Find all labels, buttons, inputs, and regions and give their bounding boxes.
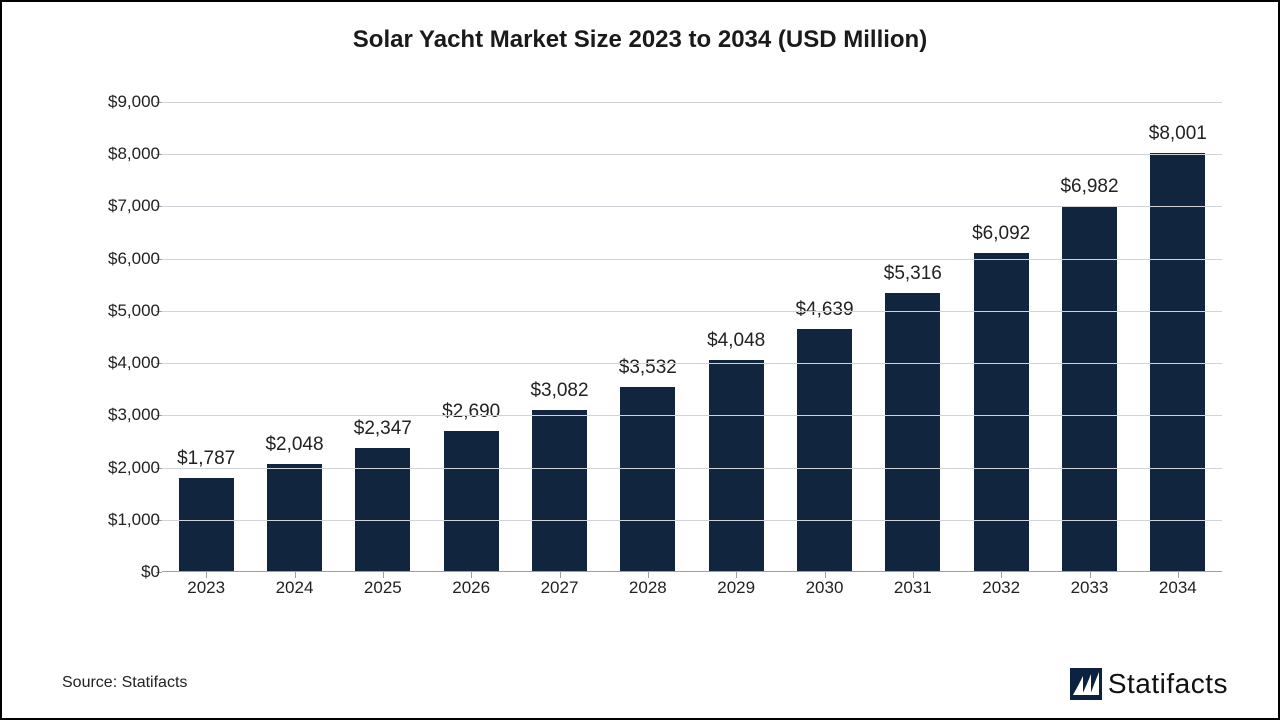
xtick-label: 2027: [510, 578, 610, 598]
xtick-label: 2031: [863, 578, 963, 598]
gridline: [162, 259, 1222, 260]
ytick-label: $9,000: [90, 92, 160, 112]
bar-value-label: $4,048: [676, 330, 796, 352]
xtick-label: 2023: [156, 578, 256, 598]
bar: [709, 360, 764, 571]
source-text: Source: Statifacts: [62, 674, 187, 692]
gridline: [162, 154, 1222, 155]
xtick-label: 2030: [775, 578, 875, 598]
bar-value-label: $4,639: [765, 299, 885, 321]
xtick-label: 2034: [1128, 578, 1228, 598]
xtick-label: 2032: [951, 578, 1051, 598]
xtick-label: 2028: [598, 578, 698, 598]
brand: Statifacts: [1070, 668, 1228, 700]
bar-value-label: $5,316: [853, 263, 973, 285]
y-axis-line: [162, 102, 163, 572]
gridline: [162, 415, 1222, 416]
gridline: [162, 102, 1222, 103]
gridline: [162, 468, 1222, 469]
gridline: [162, 363, 1222, 364]
chart-frame: Solar Yacht Market Size 2023 to 2034 (US…: [0, 0, 1280, 720]
bars-container: $1,787$2,048$2,347$2,690$3,082$3,532$4,0…: [162, 102, 1222, 571]
ytick-label: $1,000: [90, 510, 160, 530]
plot-wrap: $1,787$2,048$2,347$2,690$3,082$3,532$4,0…: [82, 92, 1232, 612]
ytick-label: $8,000: [90, 144, 160, 164]
bar: [1062, 206, 1117, 571]
bar: [620, 387, 675, 571]
ytick-label: $3,000: [90, 405, 160, 425]
bar-value-label: $8,001: [1118, 123, 1238, 145]
xtick-label: 2026: [421, 578, 521, 598]
bar: [885, 293, 940, 571]
bar-value-label: $6,092: [941, 223, 1061, 245]
bar: [267, 464, 322, 571]
bar-value-label: $3,532: [588, 357, 708, 379]
bar: [797, 329, 852, 571]
ytick-label: $6,000: [90, 249, 160, 269]
xtick-label: 2025: [333, 578, 433, 598]
bar: [974, 253, 1029, 571]
ytick-label: $5,000: [90, 301, 160, 321]
bar: [532, 410, 587, 571]
bar: [179, 478, 234, 571]
bar: [444, 431, 499, 571]
ytick-label: $4,000: [90, 353, 160, 373]
xtick-label: 2024: [245, 578, 345, 598]
chart-title: Solar Yacht Market Size 2023 to 2034 (US…: [2, 2, 1278, 54]
ytick-label: $2,000: [90, 458, 160, 478]
bar-value-label: $2,690: [411, 401, 531, 423]
gridline: [162, 520, 1222, 521]
xtick-label: 2029: [686, 578, 786, 598]
bar: [1150, 153, 1205, 571]
ytick-label: $0: [90, 562, 160, 582]
xtick-label: 2033: [1040, 578, 1140, 598]
plot-area: $1,787$2,048$2,347$2,690$3,082$3,532$4,0…: [162, 102, 1222, 572]
gridline: [162, 206, 1222, 207]
brand-logo-icon: [1070, 668, 1102, 700]
bar-value-label: $3,082: [500, 380, 620, 402]
brand-text: Statifacts: [1108, 668, 1228, 700]
gridline: [162, 311, 1222, 312]
ytick-label: $7,000: [90, 196, 160, 216]
bar-value-label: $6,982: [1030, 176, 1150, 198]
